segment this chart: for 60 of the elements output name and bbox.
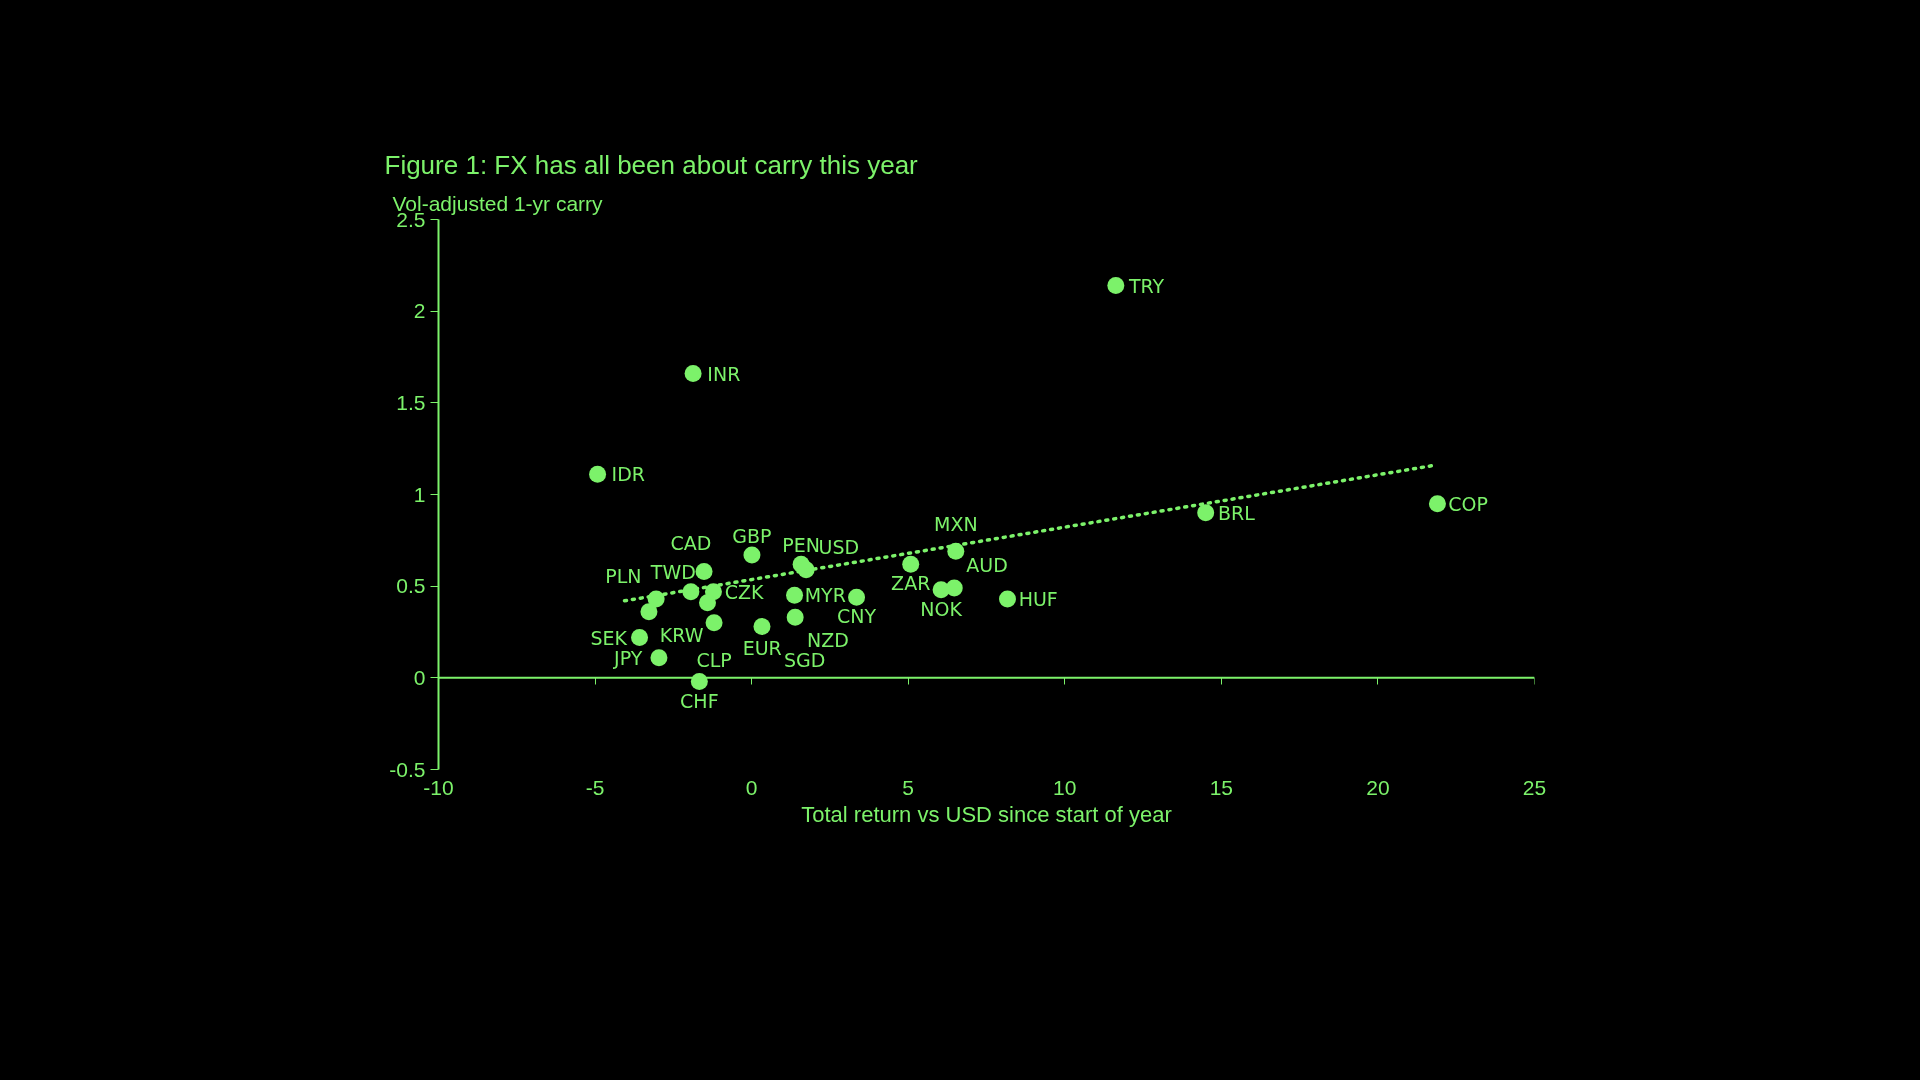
point — [786, 586, 804, 604]
annotation: JPY — [613, 646, 643, 669]
annotation: KRW — [659, 623, 704, 646]
annotation: CNY — [837, 605, 877, 628]
annotation: HUF — [1018, 588, 1058, 610]
x-tick-label: 15 — [1209, 775, 1234, 799]
point — [695, 563, 713, 580]
annotation: COP — [1448, 492, 1489, 515]
point — [902, 555, 920, 573]
annotation: CHF — [680, 689, 719, 712]
x-tick-label: -5 — [585, 775, 605, 799]
point — [684, 365, 702, 382]
point — [698, 594, 716, 612]
annotation: TRY — [1127, 274, 1165, 297]
annotation: EUR — [742, 636, 782, 659]
point — [945, 579, 963, 597]
annotation: INR — [707, 362, 741, 385]
point — [1428, 495, 1446, 513]
annotation: BRL — [1218, 501, 1256, 524]
annotation: MXN — [934, 513, 978, 536]
annotation: USD — [818, 535, 860, 558]
chart-title: Figure 1: FX has all been about carry this year — [384, 149, 919, 180]
x-tick-label: 10 — [1053, 775, 1077, 799]
point — [753, 618, 771, 635]
x-tick-label: -10 — [423, 775, 454, 799]
y-tick-label: -0.5 — [389, 757, 426, 781]
point — [1197, 504, 1215, 522]
y-tick-label: 2 — [413, 299, 426, 323]
point — [631, 629, 649, 646]
annotation: CAD — [670, 531, 712, 554]
annotation: MYR — [804, 584, 846, 607]
point — [743, 546, 761, 564]
annotation: IDR — [611, 463, 646, 486]
annotation: NOK — [920, 597, 963, 620]
point — [650, 649, 668, 667]
x-tick-label: 25 — [1522, 775, 1547, 799]
point — [640, 603, 658, 621]
annotation: CZK — [724, 580, 765, 603]
point — [1107, 277, 1125, 294]
x-tick-label: 20 — [1366, 775, 1390, 799]
y-tick-label: 1.5 — [396, 390, 426, 414]
annotation: TWD — [649, 560, 696, 583]
y-tick-label: 0.5 — [396, 574, 426, 598]
annotation: AUD — [966, 554, 1008, 576]
x-tick-label: 0 — [745, 775, 758, 799]
point — [998, 590, 1016, 608]
annotation: ZAR — [891, 572, 931, 595]
annotation: SEK — [590, 626, 628, 649]
x-tick-label: 5 — [902, 775, 915, 799]
annotation: CLP — [696, 648, 732, 671]
point — [589, 465, 607, 483]
annotation: GBP — [732, 525, 772, 547]
annotation: PLN — [605, 565, 642, 587]
y-tick-label: 0 — [413, 665, 426, 689]
x-axis-title: Total return vs USD since start of year — [801, 801, 1172, 827]
point — [786, 608, 804, 626]
y-tick-label: 1 — [413, 482, 426, 506]
point — [848, 588, 866, 606]
annotation: PEN — [782, 534, 820, 557]
point — [705, 614, 723, 632]
